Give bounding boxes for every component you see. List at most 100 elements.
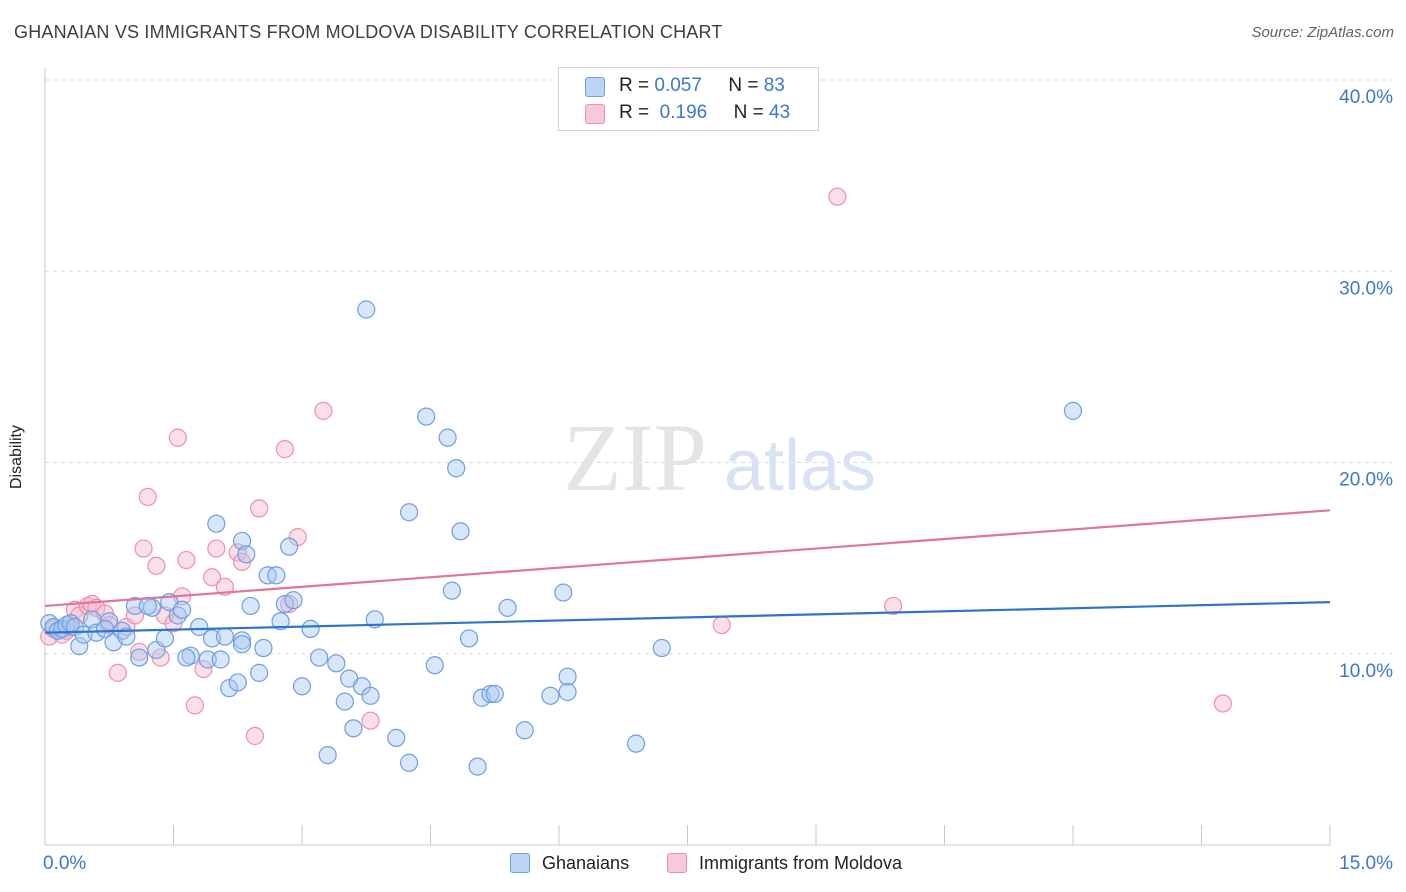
moldova-point xyxy=(125,606,145,625)
ghanaian-point xyxy=(417,407,436,426)
ghanaian-point xyxy=(232,531,252,551)
moldova-point xyxy=(1213,694,1233,713)
watermark-zip: ZIP xyxy=(563,404,707,511)
y-tick-label: 40.0% xyxy=(1339,87,1393,108)
ghanaian-point xyxy=(481,684,500,704)
moldova-point xyxy=(883,596,903,616)
legend-r-value: 0.057 xyxy=(654,75,702,96)
tick-labels: 10.0% 20.0% 30.0% 40.0% 0.0% 15.0% xyxy=(43,87,1393,874)
ghanaian-point xyxy=(387,728,406,748)
moldova-point xyxy=(314,401,333,420)
y-tick-label: 30.0% xyxy=(1339,278,1393,299)
ghanaian-point xyxy=(626,734,646,753)
ghanaians-trend-line xyxy=(44,601,1331,634)
ghanaian-point xyxy=(241,596,260,616)
ghanaian-point xyxy=(310,648,329,667)
bottom-legend-label-ghanaians: Ghanaians xyxy=(542,853,630,873)
ghanaian-point xyxy=(438,428,457,447)
y-tick-label: 20.0% xyxy=(1339,470,1393,491)
x-tick-label-min: 0.0% xyxy=(43,853,86,874)
ghanaian-point xyxy=(232,635,252,654)
ghanaian-point xyxy=(357,300,376,319)
ghanaian-point xyxy=(318,746,337,765)
ghanaian-point xyxy=(284,591,303,610)
ghanaian-point xyxy=(498,598,517,617)
moldova-point xyxy=(108,663,127,682)
ghanaian-point xyxy=(558,667,577,686)
ghanaian-point xyxy=(275,594,294,614)
ghanaian-point xyxy=(554,583,573,602)
trend-lines xyxy=(44,509,1331,634)
ghanaian-point xyxy=(138,596,157,616)
ghanaian-point xyxy=(335,692,354,711)
ghanaian-point xyxy=(232,631,252,650)
chart-title: GHANAIAN VS IMMIGRANTS FROM MOLDOVA DISA… xyxy=(14,22,723,42)
legend-swatch-pink xyxy=(585,104,605,124)
moldova-point xyxy=(185,696,205,715)
ghanaian-point xyxy=(447,459,466,478)
moldova-trend-line xyxy=(44,509,1331,608)
ghanaian-point xyxy=(365,610,384,629)
moldova-point xyxy=(194,659,213,679)
y-tick-label: 10.0% xyxy=(1339,661,1393,682)
ghanaian-point xyxy=(541,686,560,705)
ghanaian-point xyxy=(515,721,534,740)
bottom-legend-label-moldova: Immigrants from Moldova xyxy=(699,853,903,873)
ghanaian-point xyxy=(459,629,479,648)
ghanaian-point xyxy=(344,719,363,738)
ghanaian-point xyxy=(652,638,671,658)
ghanaian-point xyxy=(254,638,273,658)
ghanaian-point xyxy=(267,566,286,585)
ghanaian-point xyxy=(558,682,577,702)
moldova-point xyxy=(134,539,153,558)
ghanaian-point xyxy=(207,514,226,533)
watermark: ZIP atlas xyxy=(563,404,876,511)
legend-r-label: R = xyxy=(619,75,650,96)
ghanaian-point xyxy=(1063,401,1083,420)
ghanaian-point xyxy=(70,636,89,656)
ghanaian-point xyxy=(399,753,419,772)
legend-text-moldova: R = 0.196 N = 43 xyxy=(619,102,790,124)
ghanaian-point xyxy=(327,654,346,673)
ghanaian-point xyxy=(228,673,247,692)
ghanaian-point xyxy=(485,684,504,704)
ghanaian-point xyxy=(361,686,380,705)
moldova-point xyxy=(168,428,187,447)
ghanaian-point xyxy=(198,650,217,669)
ghanaian-point xyxy=(211,650,230,669)
ghanaian-point xyxy=(292,677,312,696)
legend-n-value: 43 xyxy=(769,102,791,123)
ghanaian-point xyxy=(271,612,290,631)
series-moldova-points xyxy=(40,187,1233,746)
axis-layer xyxy=(44,68,1331,846)
legend-r-label: R = xyxy=(619,102,650,123)
ghanaian-point xyxy=(442,581,462,600)
ghanaian-point xyxy=(95,619,115,638)
ghanaian-point xyxy=(250,663,269,682)
source-label: Source: ZipAtlas.com xyxy=(1251,24,1394,41)
correlation-legend: R = 0.057 N = 83 R = 0.196 N = 43 xyxy=(558,67,819,131)
moldova-point xyxy=(361,711,380,730)
moldova-point xyxy=(275,440,294,459)
moldova-point xyxy=(147,556,166,575)
ghanaian-point xyxy=(237,545,256,564)
legend-n-label: N = xyxy=(733,102,764,123)
ghanaian-point xyxy=(301,619,320,638)
moldova-point xyxy=(202,568,222,587)
bottom-legend-swatch-pink xyxy=(667,853,687,873)
legend-swatch-blue xyxy=(585,77,605,97)
ghanaian-point xyxy=(280,537,299,556)
legend-text-ghanaians: R = 0.057 N = 83 xyxy=(619,75,785,97)
moldova-point xyxy=(215,577,234,596)
ghanaian-point xyxy=(172,600,192,619)
ghanaian-point xyxy=(399,503,419,522)
moldova-point xyxy=(712,615,731,635)
legend-n-value: 83 xyxy=(763,75,785,96)
moldova-point xyxy=(207,539,226,558)
moldova-point xyxy=(177,550,196,570)
moldova-point xyxy=(245,726,264,746)
x-tick-label-max: 15.0% xyxy=(1339,853,1393,874)
legend-r-value: 0.196 xyxy=(659,102,708,123)
ghanaian-point xyxy=(190,617,209,637)
